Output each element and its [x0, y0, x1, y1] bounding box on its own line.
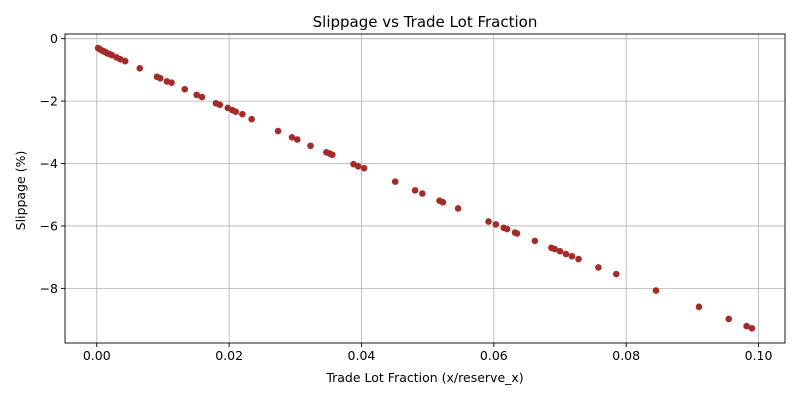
x-tick-label: 0.08 [612, 348, 640, 363]
data-point [725, 315, 733, 323]
x-tick-label: 0.04 [348, 348, 376, 363]
plot-frame [64, 33, 786, 344]
data-point [307, 142, 314, 150]
y-tick-label: −6 [40, 218, 58, 233]
data-point [181, 85, 189, 93]
data-point [239, 110, 246, 118]
data-point [652, 287, 660, 294]
data-points [94, 44, 756, 332]
grid-layer [65, 34, 785, 343]
data-point [513, 230, 521, 237]
data-point [551, 245, 559, 253]
data-point [612, 270, 620, 278]
data-point [248, 115, 255, 123]
data-point [198, 93, 206, 101]
data-point [136, 65, 144, 72]
data-point [232, 108, 240, 116]
data-point [354, 163, 362, 170]
y-tick-label: −4 [40, 156, 58, 171]
data-point [568, 252, 576, 260]
chart-title: Slippage vs Trade Lot Fraction [313, 13, 538, 31]
data-point [156, 75, 164, 82]
y-tick-label: 0 [50, 31, 58, 46]
data-point [411, 187, 419, 194]
data-point [193, 91, 200, 99]
y-tick-label: −8 [40, 281, 58, 296]
y-axis-label: Slippage (%) [13, 151, 28, 231]
data-point [216, 101, 224, 109]
data-point [454, 205, 462, 212]
data-point [575, 255, 582, 263]
data-point [748, 325, 756, 332]
data-point [288, 134, 296, 141]
data-point [556, 247, 564, 255]
x-axis-label: Trade Lot Fraction (x/reserve_x) [325, 370, 523, 385]
data-point [121, 57, 129, 65]
data-point [695, 303, 703, 311]
data-point [168, 79, 175, 86]
data-point [274, 127, 282, 135]
data-point [485, 218, 492, 225]
x-tick-label: 0.02 [215, 348, 243, 363]
axis-ticks: 0.00 0.02 0.04 0.06 0.08 0.10 0 −2 −4 −6 −8 [40, 31, 773, 363]
x-tick-label: 0.00 [83, 348, 111, 363]
data-point [743, 322, 750, 330]
data-point [329, 151, 336, 159]
x-tick-label: 0.06 [480, 348, 508, 363]
y-tick-label: −2 [40, 94, 58, 109]
data-point [360, 164, 368, 172]
data-point [293, 136, 301, 143]
data-point [492, 221, 500, 228]
data-point [391, 178, 399, 185]
data-point [503, 225, 511, 233]
x-tick-label: 0.10 [745, 348, 773, 363]
data-point [595, 264, 602, 271]
data-point [562, 250, 570, 258]
data-point [419, 190, 426, 197]
data-point [439, 198, 447, 206]
data-point [531, 237, 539, 245]
